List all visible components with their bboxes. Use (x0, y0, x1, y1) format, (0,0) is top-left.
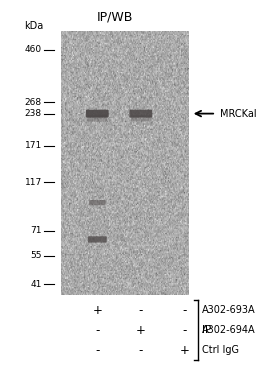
Text: 238: 238 (25, 109, 42, 118)
Text: -: - (138, 304, 143, 317)
Text: -: - (182, 304, 187, 317)
Text: MRCKalpha: MRCKalpha (220, 109, 256, 119)
Text: 117: 117 (25, 178, 42, 187)
Text: IP/WB: IP/WB (97, 10, 133, 23)
Text: 171: 171 (25, 141, 42, 150)
Text: A302-693A: A302-693A (202, 305, 256, 315)
Text: 268: 268 (25, 98, 42, 107)
Text: 71: 71 (30, 226, 42, 235)
FancyBboxPatch shape (87, 115, 107, 122)
Text: +: + (92, 304, 102, 317)
Text: -: - (95, 324, 100, 337)
FancyBboxPatch shape (130, 110, 152, 117)
Text: 41: 41 (30, 280, 42, 289)
Text: kDa: kDa (24, 21, 44, 31)
FancyBboxPatch shape (88, 236, 107, 243)
Text: +: + (179, 344, 189, 357)
FancyBboxPatch shape (89, 200, 105, 205)
FancyBboxPatch shape (86, 110, 109, 117)
Text: Ctrl IgG: Ctrl IgG (202, 345, 239, 355)
FancyBboxPatch shape (131, 115, 151, 122)
Text: -: - (138, 344, 143, 357)
Text: A302-694A: A302-694A (202, 325, 256, 335)
Text: -: - (182, 324, 187, 337)
Text: -: - (95, 344, 100, 357)
Text: 55: 55 (30, 251, 42, 260)
Text: IP: IP (202, 325, 211, 335)
Text: +: + (136, 324, 146, 337)
Text: 460: 460 (25, 45, 42, 54)
